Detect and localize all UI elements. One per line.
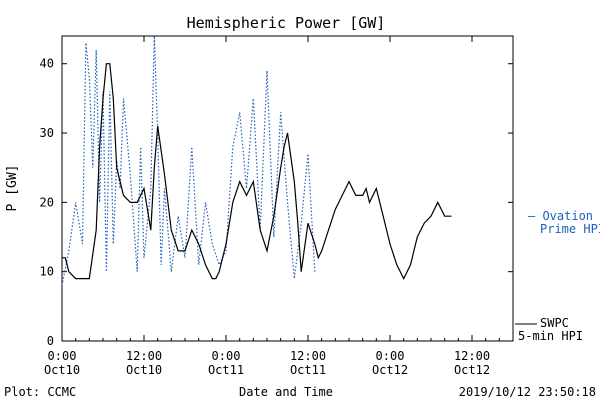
- series-layer: [61, 35, 452, 286]
- legend-swpc: SWPC 5-min HPI: [515, 316, 583, 343]
- plot-frame: [61, 35, 514, 342]
- y-axis-ticks: 0 10 20 30 40: [40, 57, 513, 348]
- y-tick-label: 30: [40, 126, 54, 140]
- x-tick-day-label: Oct11: [208, 363, 244, 377]
- x-tick-time-label: 12:00: [290, 349, 326, 363]
- x-tick-time-label: 0:00: [376, 349, 405, 363]
- footer-plot-source: Plot: CCMC: [4, 385, 76, 399]
- y-axis-label: P [GW]: [5, 165, 20, 212]
- x-tick-day-label: Oct10: [44, 363, 80, 377]
- legend-ovation: – Ovation Prime HPI: [528, 209, 600, 236]
- legend-ovation-line2: Prime HPI: [540, 222, 600, 236]
- x-tick-time-label: 0:00: [212, 349, 241, 363]
- chart-title: Hemispheric Power [GW]: [187, 14, 386, 32]
- footer-timestamp: 2019/10/12 23:50:18: [459, 385, 596, 399]
- x-tick-time-label: 12:00: [126, 349, 162, 363]
- y-tick-label: 20: [40, 195, 54, 209]
- y-tick-label: 0: [47, 334, 54, 348]
- ovation-prime-series-line: [61, 35, 316, 286]
- x-tick-day-label: Oct11: [290, 363, 326, 377]
- y-tick-label: 10: [40, 265, 54, 279]
- x-tick-time-label: 12:00: [454, 349, 490, 363]
- swpc-hpi-series-line: [62, 63, 452, 280]
- y-tick-label: 40: [40, 57, 54, 71]
- legend-swpc-line1: SWPC: [540, 316, 569, 330]
- x-tick-day-label: Oct12: [372, 363, 408, 377]
- x-tick-day-label: Oct10: [126, 363, 162, 377]
- x-tick-day-label: Oct12: [454, 363, 490, 377]
- legend-swpc-line2: 5-min HPI: [518, 329, 583, 343]
- x-axis-ticks: 0:00Oct1012:00Oct100:00Oct1112:00Oct110:…: [44, 36, 514, 377]
- legend-ovation-line1: – Ovation: [528, 209, 593, 223]
- x-axis-label: Date and Time: [239, 385, 333, 399]
- x-tick-time-label: 0:00: [48, 349, 77, 363]
